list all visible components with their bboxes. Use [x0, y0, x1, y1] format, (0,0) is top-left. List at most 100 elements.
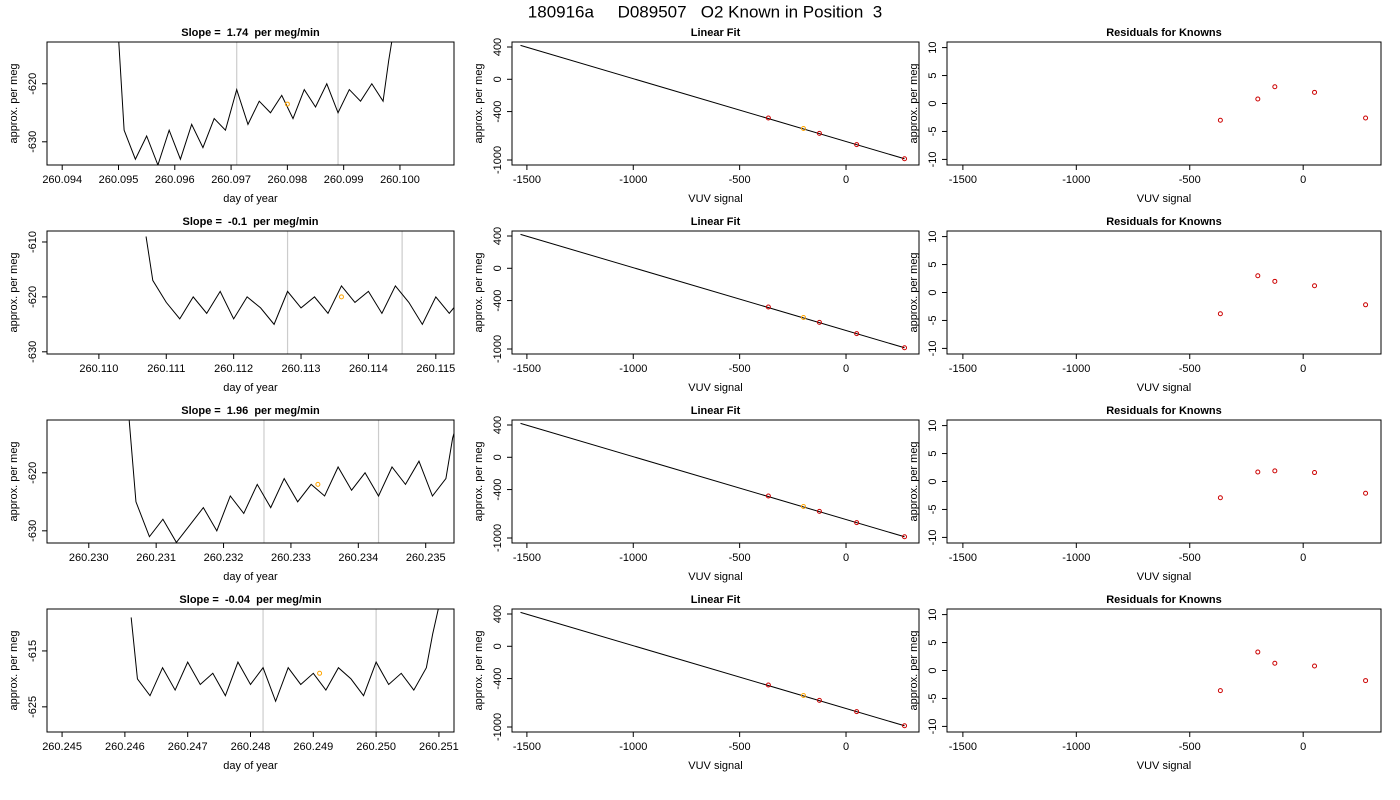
data-point: [765, 493, 771, 499]
data-point: [1255, 469, 1261, 475]
data-point: [854, 331, 860, 337]
y-tick-label: 400: [492, 38, 504, 56]
x-tick-label: -1000: [619, 552, 647, 564]
y-tick-label: 5: [927, 450, 939, 456]
panel: Slope = 1.96 per meg/min day of year appro…: [8, 405, 455, 583]
y-tick-label: -630: [27, 131, 39, 153]
data-point: [854, 142, 860, 148]
data-point: [284, 101, 290, 107]
data-point: [1363, 678, 1369, 684]
data-point: [1272, 278, 1278, 284]
x-tick-label: 260.110: [79, 363, 118, 375]
y-axis-label: approx. per meg: [908, 441, 920, 521]
plot-frame: [511, 230, 920, 355]
x-axis-label: VUV signal: [688, 760, 742, 772]
data-point: [1272, 468, 1278, 474]
x-tick-label: -1000: [1062, 741, 1090, 753]
x-tick-label: 260.115: [416, 363, 455, 375]
y-tick-label: -400: [492, 290, 504, 312]
data-point: [800, 693, 806, 699]
data-point: [1272, 660, 1278, 666]
data-point: [800, 504, 806, 510]
y-axis-label: approx. per meg: [8, 252, 20, 332]
y-tick-label: 5: [927, 261, 939, 267]
plot-frame: [946, 41, 1382, 166]
data-point: [800, 315, 806, 321]
x-tick-label: 260.230: [69, 552, 109, 564]
panel-title: Linear Fit: [691, 27, 741, 39]
y-tick-label: 5: [927, 639, 939, 645]
panel-title: Linear Fit: [691, 216, 741, 228]
y-tick-label: 400: [492, 227, 504, 245]
data-line: [130, 609, 439, 703]
y-tick-label: -630: [27, 341, 39, 363]
panel: Residuals for Knowns VUV signal approx. pe…: [908, 216, 1382, 394]
x-axis-label: day of year: [223, 571, 278, 583]
data-point: [1363, 490, 1369, 496]
y-tick-label: 10: [927, 230, 939, 242]
y-tick-label: -10: [927, 718, 939, 734]
data-point: [765, 115, 771, 121]
x-tick-label: -1500: [949, 363, 977, 375]
panel: Residuals for Knowns VUV signal approx. pe…: [908, 27, 1382, 205]
x-tick-label: 0: [843, 741, 849, 753]
x-tick-label: -1500: [949, 552, 977, 564]
data-point: [902, 723, 908, 729]
data-point: [1217, 117, 1223, 123]
plot-frame: [46, 230, 455, 355]
panel: Residuals for Knowns VUV signal approx. pe…: [908, 405, 1382, 583]
y-tick-label: -10: [927, 151, 939, 167]
x-tick-label: -1000: [619, 174, 647, 186]
x-tick-label: 0: [1300, 174, 1306, 186]
data-point: [1255, 96, 1261, 102]
x-tick-label: -1500: [513, 363, 541, 375]
x-axis-label: VUV signal: [688, 571, 742, 583]
y-tick-label: 0: [492, 643, 504, 649]
y-tick-label: 10: [927, 419, 939, 431]
data-point: [1312, 470, 1318, 476]
x-tick-label: -1500: [513, 741, 541, 753]
y-axis-label: approx. per meg: [473, 63, 485, 143]
x-tick-label: 0: [843, 174, 849, 186]
panel-title: Residuals for Knowns: [1106, 216, 1222, 228]
data-point: [317, 670, 323, 676]
plot-frame: [511, 41, 920, 166]
y-tick-label: 0: [927, 100, 939, 106]
data-line: [145, 236, 454, 326]
data-point: [1312, 663, 1318, 669]
panel: Slope = -0.04 per meg/min day of year appr…: [8, 594, 459, 772]
x-tick-label: 260.249: [293, 741, 333, 753]
x-axis-label: VUV signal: [1137, 571, 1191, 583]
y-tick-label: -630: [27, 520, 39, 542]
y-tick-label: -10: [927, 529, 939, 545]
x-tick-label: -500: [1179, 363, 1201, 375]
y-tick-label: -5: [927, 127, 939, 137]
x-tick-label: 0: [843, 363, 849, 375]
x-axis-label: day of year: [223, 382, 278, 394]
y-tick-label: 0: [927, 289, 939, 295]
data-point: [338, 294, 344, 300]
x-axis-label: VUV signal: [688, 382, 742, 394]
y-tick-label: -615: [27, 640, 39, 662]
x-tick-label: 260.233: [271, 552, 311, 564]
data-point: [800, 126, 806, 132]
y-tick-label: 10: [927, 608, 939, 620]
panel: Slope = -0.1 per meg/min day of year appro…: [8, 216, 455, 394]
x-tick-label: 260.100: [380, 174, 420, 186]
plot-frame: [46, 41, 455, 166]
plot-frame: [946, 419, 1382, 544]
panel: Linear Fit VUV signal approx. per meg -1500…: [473, 216, 920, 394]
panel-title: Residuals for Knowns: [1106, 27, 1222, 39]
data-point: [765, 682, 771, 688]
panel-title: Slope = 1.96 per meg/min: [181, 405, 320, 417]
y-tick-label: 0: [492, 265, 504, 271]
x-axis-label: VUV signal: [688, 193, 742, 205]
data-point: [1217, 495, 1223, 501]
panel: Linear Fit VUV signal approx. per meg -1500…: [473, 594, 920, 772]
data-point: [902, 156, 908, 162]
x-tick-label: -1000: [619, 741, 647, 753]
data-point: [1363, 302, 1369, 308]
plot-frame: [511, 419, 920, 544]
y-tick-label: -5: [927, 505, 939, 515]
plot-frame: [511, 608, 920, 733]
